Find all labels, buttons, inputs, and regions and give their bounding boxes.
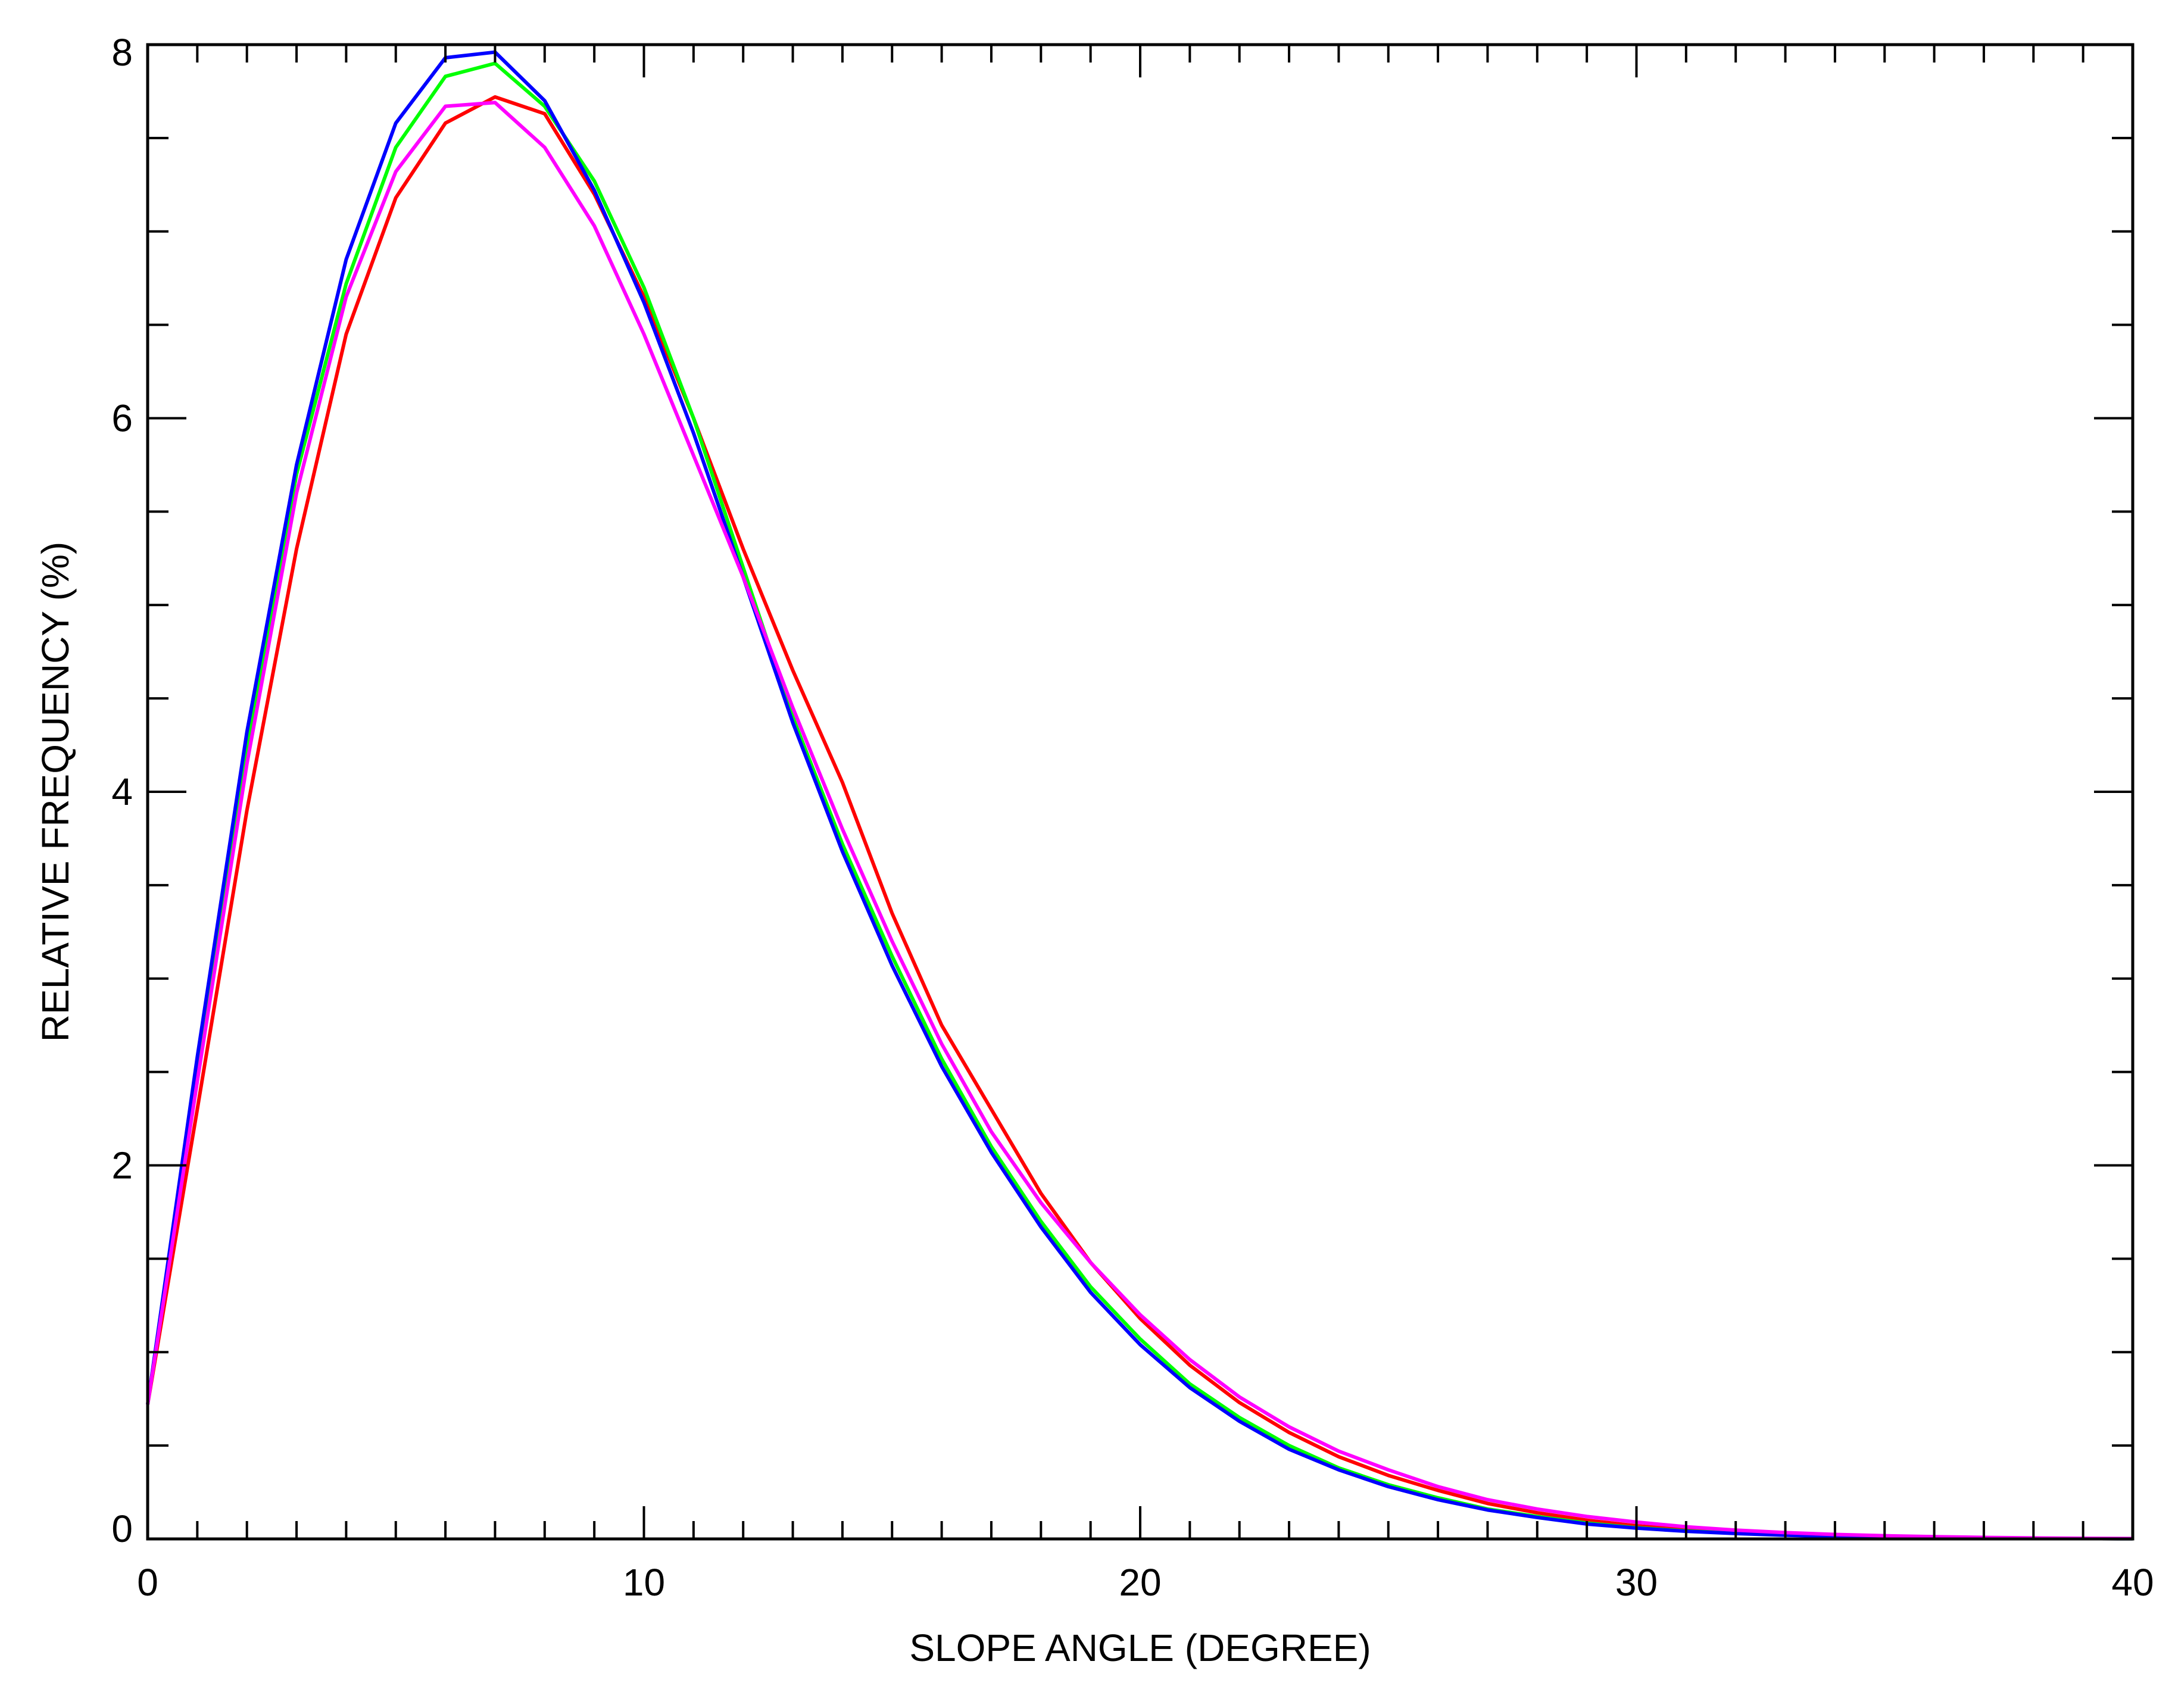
y-tick-label: 4 (111, 770, 133, 813)
y-tick-label: 0 (111, 1507, 133, 1550)
x-tick-labels: 0 10 20 30 40 (137, 1561, 2154, 1604)
x-tick-label: 0 (137, 1561, 158, 1604)
axis-ticks (146, 43, 2134, 1540)
series-line-4 (146, 101, 2133, 1541)
series-line-1 (146, 95, 2133, 1541)
series-lines (146, 50, 2133, 1541)
x-tick-label: 10 (623, 1561, 665, 1604)
y-tick-label: 8 (111, 31, 133, 74)
x-tick-label: 30 (1615, 1561, 1658, 1604)
x-tick-label: 40 (2111, 1561, 2154, 1604)
y-tick-label: 2 (111, 1144, 133, 1187)
y-axis-title: RELATIVE FREQUENCY (%) (34, 542, 77, 1042)
x-axis-title: SLOPE ANGLE (DEGREE) (909, 1626, 1371, 1669)
x-tick-label: 20 (1119, 1561, 1161, 1604)
y-tick-labels: 0 2 4 6 8 (111, 31, 133, 1550)
y-tick-label: 6 (111, 397, 133, 440)
series-line-3 (146, 50, 2133, 1541)
